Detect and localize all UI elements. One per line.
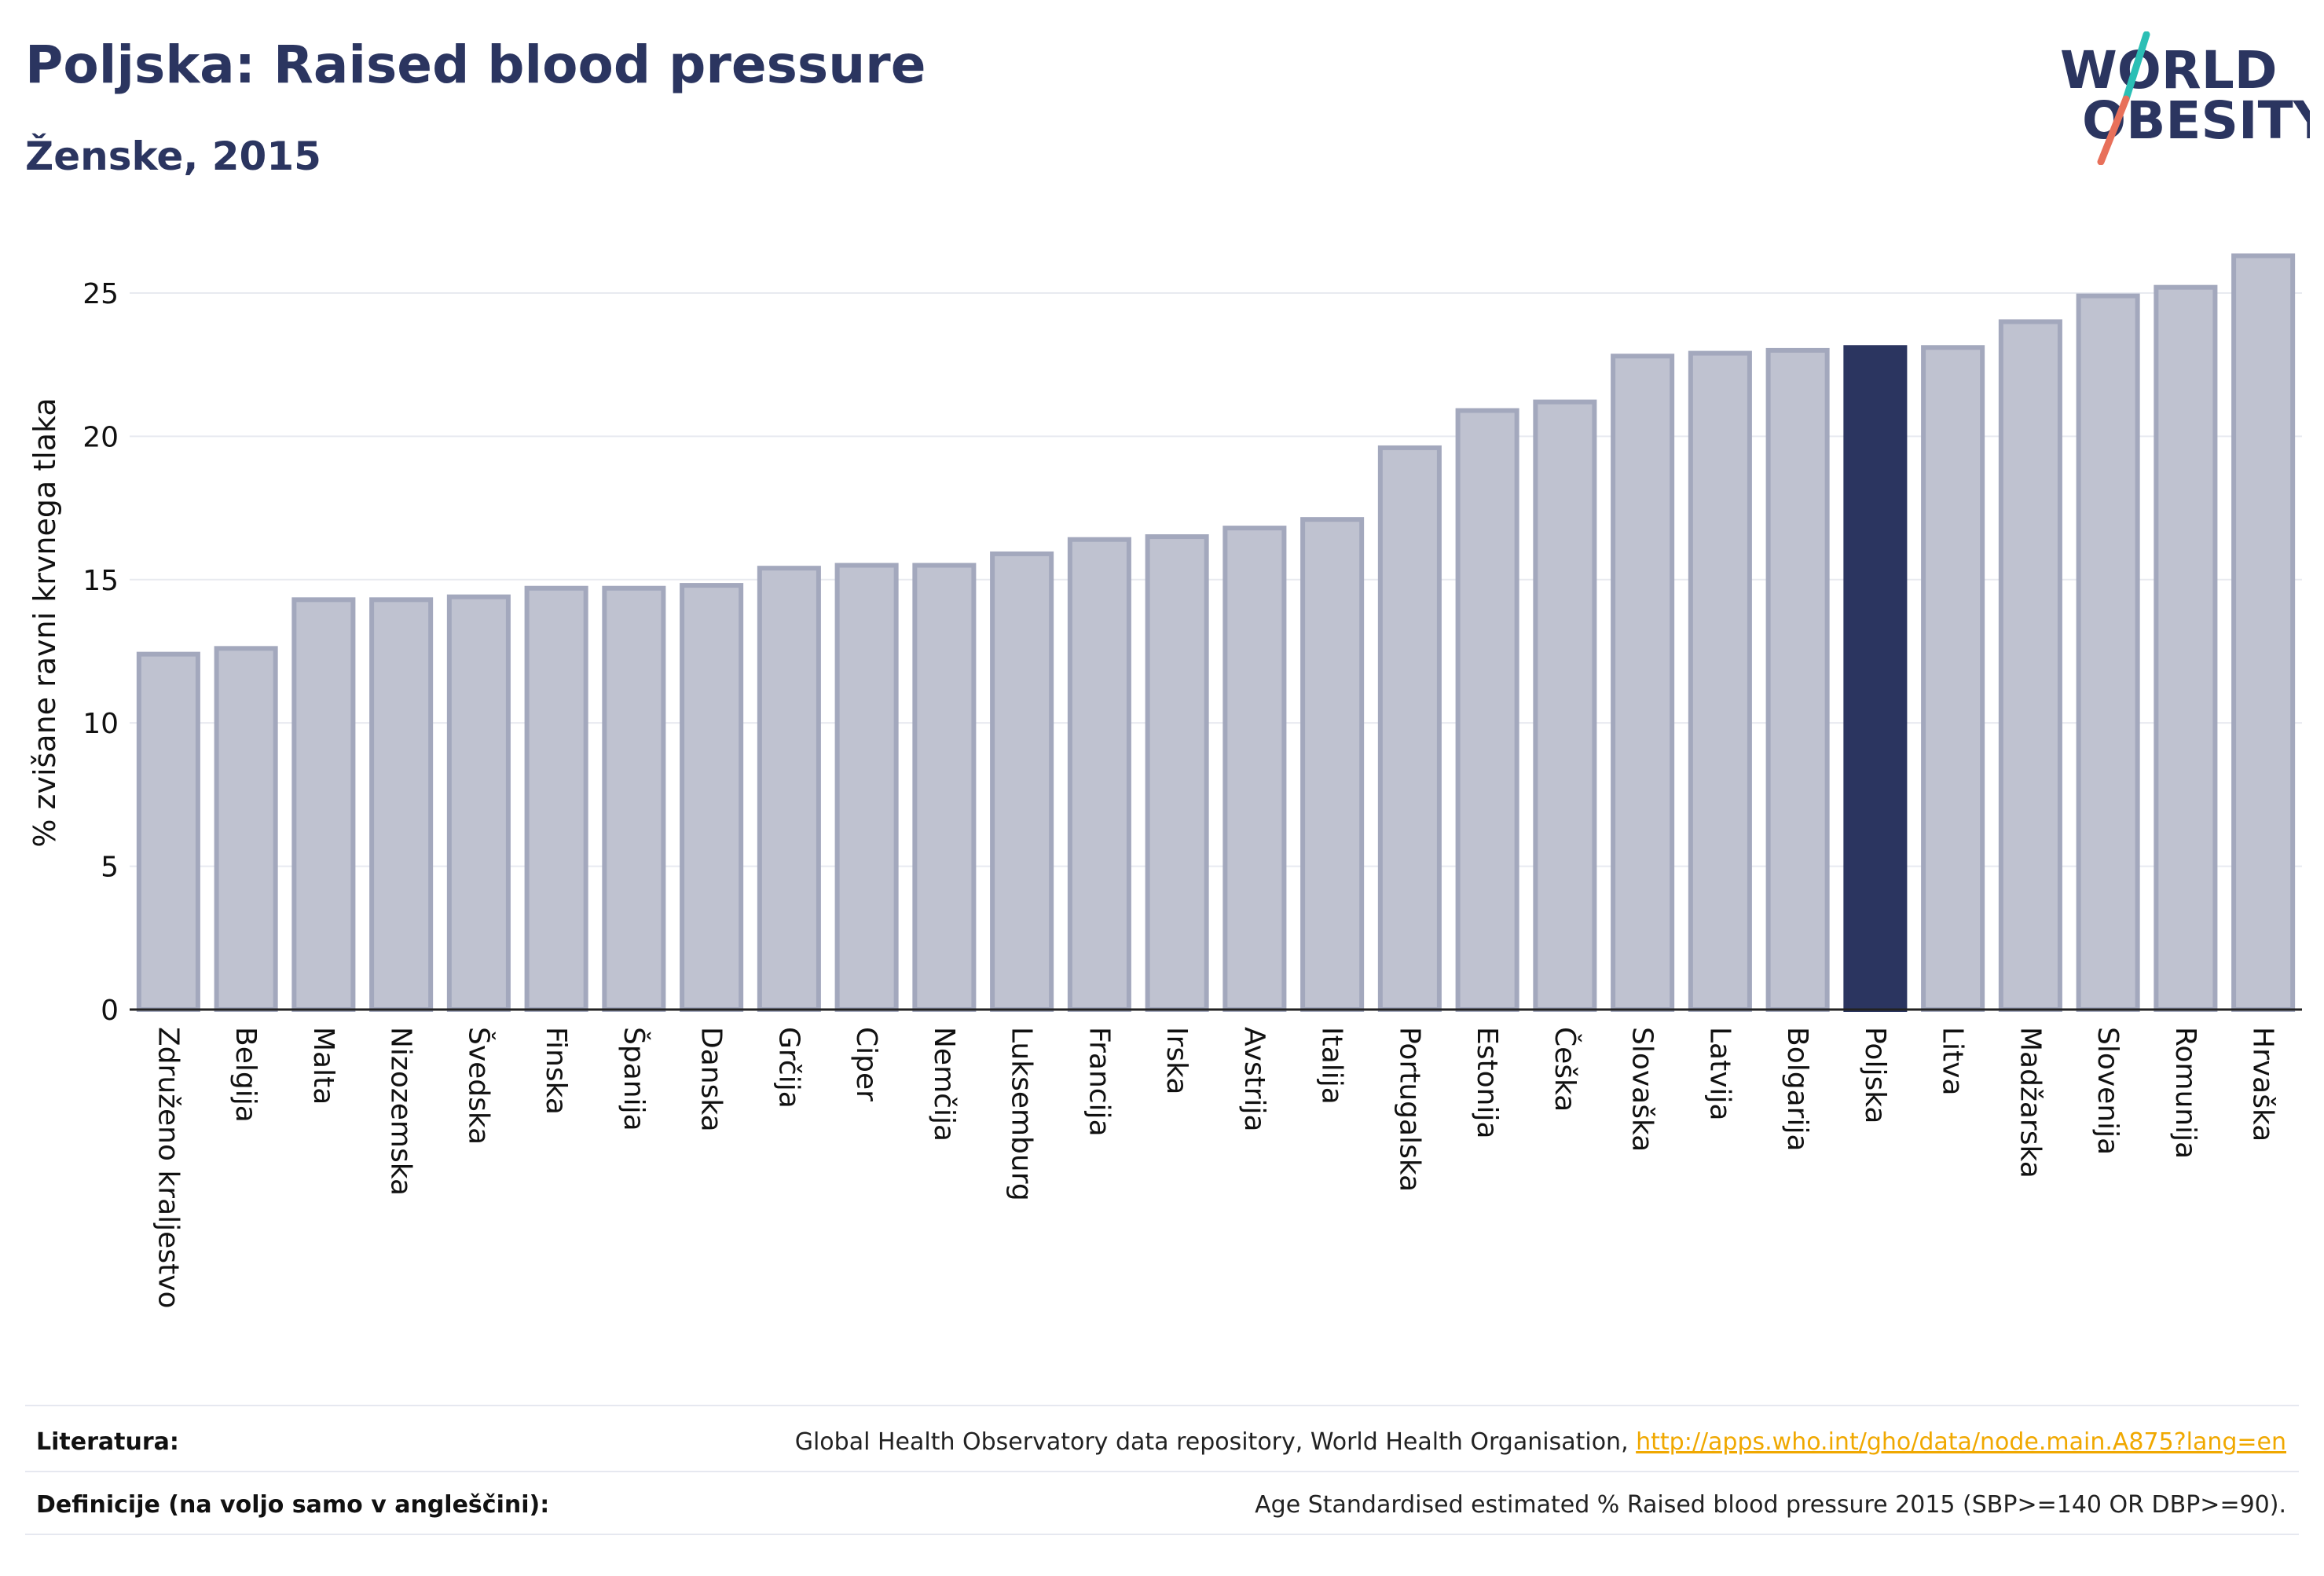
y-tick-label: 10 xyxy=(82,708,119,740)
x-tick-label: Luksemburg xyxy=(1006,1027,1038,1201)
bar-irska xyxy=(1145,534,1209,1012)
x-tick-label: Nemčija xyxy=(928,1027,960,1142)
literature-link[interactable]: http://apps.who.int/gho/data/node.main.A… xyxy=(1636,1428,2286,1456)
y-axis-ticks: 0 5 10 15 20 25 xyxy=(82,278,119,1027)
definitions-label: Definicije (na voljo samo v angleščini): xyxy=(36,1491,550,1519)
bar-chart: 0 5 10 15 20 25 Združeno kraljestvo Belgija Mal… xyxy=(27,253,2302,1309)
bar-ciper xyxy=(834,563,899,1012)
x-tick-label: Latvija xyxy=(1703,1027,1736,1121)
literature-row: Literatura: Global Health Observatory da… xyxy=(25,1428,2299,1460)
y-tick-label: 20 xyxy=(82,421,119,453)
x-tick-label: Poljska xyxy=(1859,1027,1891,1124)
chart-subtitle: Ženske, 2015 xyxy=(25,134,321,179)
x-tick-label: Združeno kraljestvo xyxy=(152,1027,184,1309)
x-tick-label: Francija xyxy=(1083,1027,1115,1137)
bar-belgija xyxy=(214,646,278,1012)
bar-portugalska xyxy=(1377,445,1442,1012)
x-tick-label: Češka xyxy=(1549,1027,1582,1112)
y-axis-label: % zvišane ravni krvnega tlaka xyxy=(27,398,62,847)
y-tick-label: 15 xyxy=(82,565,119,597)
x-tick-label: Belgija xyxy=(229,1027,262,1123)
definitions-value: Age Standardised estimated % Raised bloo… xyxy=(1255,1491,2286,1519)
logo-line1: WORLD xyxy=(2060,40,2278,101)
definitions-row: Definicije (na voljo samo v angleščini):… xyxy=(25,1491,2299,1523)
bar-malta xyxy=(291,597,356,1012)
x-tick-label: Nizozemska xyxy=(385,1027,417,1196)
bar-italija xyxy=(1300,517,1365,1012)
y-tick-label: 5 xyxy=(101,852,119,884)
x-tick-label: Avstrija xyxy=(1238,1027,1270,1132)
x-tick-label: Bolgarija xyxy=(1781,1027,1813,1152)
chart-title: Poljska: Raised blood pressure xyxy=(25,35,926,95)
bars xyxy=(136,253,2296,1013)
x-tick-label: Slovenija xyxy=(2091,1027,2124,1155)
x-tick-label: Švedska xyxy=(462,1027,495,1145)
bar-nizozemska xyxy=(369,597,434,1012)
sources-divider-middle xyxy=(25,1471,2299,1472)
bar-avstrija xyxy=(1222,526,1287,1012)
literature-label: Literatura: xyxy=(36,1428,179,1456)
bar-združeno-kraljestvo xyxy=(136,651,200,1012)
x-tick-label: Litva xyxy=(1937,1027,1969,1096)
x-tick-label: Estonija xyxy=(1471,1027,1503,1139)
literature-text: Global Health Observatory data repositor… xyxy=(794,1428,1637,1456)
sources-divider-bottom xyxy=(25,1534,2299,1535)
x-tick-label: Portugalska xyxy=(1393,1027,1425,1192)
world-obesity-logo: WORLD OBESITY xyxy=(2060,31,2310,165)
x-tick-label: Italija xyxy=(1316,1027,1348,1105)
x-tick-label: Madžarska xyxy=(2014,1027,2046,1178)
bar-španija xyxy=(602,585,666,1012)
y-tick-label: 0 xyxy=(101,995,119,1027)
bar-nemčija xyxy=(912,563,977,1012)
x-tick-label: Grčija xyxy=(772,1027,805,1109)
bar-romunija xyxy=(2154,284,2218,1012)
bar-poljska xyxy=(1843,345,1908,1012)
bar-estonija xyxy=(1455,408,1519,1012)
x-tick-label: Irska xyxy=(1160,1027,1193,1094)
bar-bolgarija xyxy=(1765,347,1830,1013)
bar-luksemburg xyxy=(990,551,1054,1012)
bar-švedska xyxy=(446,594,511,1012)
bar-slovaška xyxy=(1611,354,1675,1012)
bar-slovenija xyxy=(2076,293,2140,1013)
bar-finska xyxy=(524,585,588,1012)
bar-grčija xyxy=(757,566,821,1012)
logo-slash-top xyxy=(2122,31,2150,103)
x-tick-label: Ciper xyxy=(850,1027,882,1101)
x-tick-label: Danska xyxy=(695,1027,728,1132)
x-axis-labels: Združeno kraljestvo Belgija Malta Nizozemsk… xyxy=(152,1027,2278,1309)
x-tick-label: Hrvaška xyxy=(2247,1027,2279,1142)
bar-francija xyxy=(1067,537,1131,1012)
bar-latvija xyxy=(1688,350,1752,1012)
sources-divider-top xyxy=(25,1405,2299,1406)
x-tick-label: Malta xyxy=(307,1027,339,1105)
bar-češka xyxy=(1533,399,1597,1012)
x-tick-label: Španija xyxy=(618,1027,651,1131)
bar-madžarska xyxy=(1998,319,2062,1012)
bar-danska xyxy=(680,583,744,1012)
bar-hrvaška xyxy=(2231,253,2296,1012)
logo-slash-bottom xyxy=(2097,95,2130,165)
literature-value: Global Health Observatory data repositor… xyxy=(795,1428,2286,1456)
x-tick-label: Slovaška xyxy=(1626,1027,1659,1152)
x-tick-label: Finska xyxy=(540,1027,572,1115)
bar-litva xyxy=(1921,345,1985,1012)
y-tick-label: 25 xyxy=(82,278,119,310)
x-tick-label: Romunija xyxy=(2169,1027,2201,1159)
